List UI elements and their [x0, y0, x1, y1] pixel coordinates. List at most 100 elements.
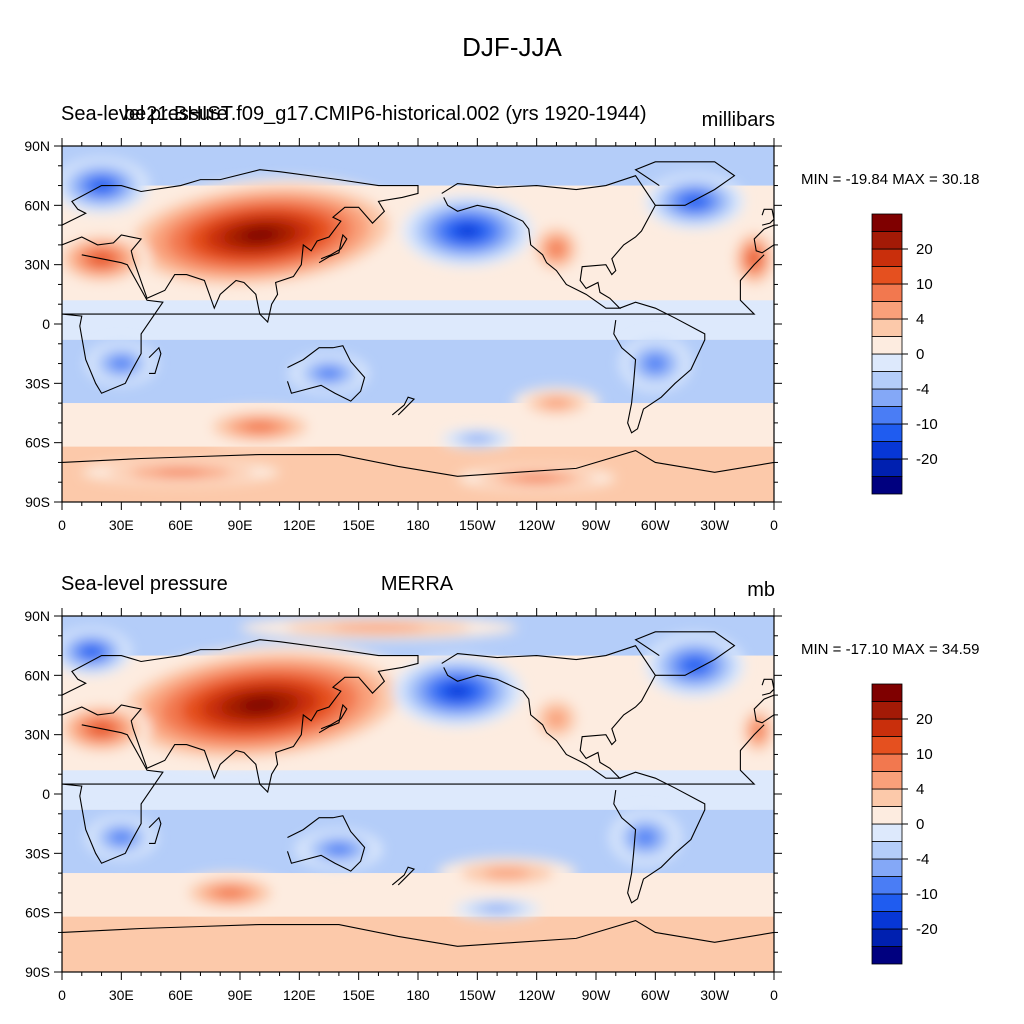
colorbar-box [871, 353, 903, 372]
lon-tick-label: 120E [283, 517, 316, 533]
pressure-anomaly [332, 623, 425, 632]
lat-tick-label: 0 [42, 316, 50, 332]
colorbar-box [871, 248, 903, 267]
lon-tick-label: 120W [518, 987, 555, 1003]
colorbar-label: 20 [916, 241, 933, 258]
colorbar-box [871, 701, 903, 720]
colorbar-label: -10 [916, 886, 938, 903]
lat-tick-label: 30S [25, 375, 50, 391]
map-band [62, 873, 774, 917]
coastline [441, 645, 656, 779]
pressure-anomaly [646, 356, 665, 371]
lat-tick-label: 90S [25, 494, 50, 510]
map-band [62, 403, 774, 447]
coastline [62, 254, 765, 394]
lat-tick-label: 0 [42, 786, 50, 802]
colorbar-label: -10 [916, 416, 938, 433]
panel-units: millibars [701, 109, 775, 131]
pressure-anomaly [465, 435, 490, 443]
colorbar-label: 20 [916, 711, 933, 728]
map-field [62, 616, 774, 972]
lon-tick-label: 120E [283, 987, 316, 1003]
pressure-anomaly [541, 397, 571, 409]
coastline [634, 631, 736, 676]
colorbar-box [871, 371, 903, 390]
lon-tick-label: 60W [641, 987, 671, 1003]
map-band [62, 770, 774, 810]
coastline [613, 771, 706, 904]
panel-merra: Sea-level pressure MERRA mb MIN = -17.10… [0, 470, 1024, 1024]
lon-tick-label: 90E [228, 517, 253, 533]
lon-tick-label: 0 [58, 517, 66, 533]
panel-left-title: Sea-level pressure [61, 103, 228, 125]
map-plot-merra: 90N 60N 30N 0 30S 60S 90S 0 30E 60E 90E 120E 150E 180… [24, 608, 938, 1003]
panel-left-title: Sea-level pressure [61, 573, 228, 595]
map-band [62, 300, 774, 340]
coastline [634, 161, 736, 206]
lon-tick-label: 30E [109, 987, 134, 1003]
pressure-anomaly [112, 358, 131, 369]
min-max-label: MIN = -17.10 MAX = 34.59 [801, 641, 980, 658]
colorbar-box [871, 753, 903, 772]
lon-tick-label: 0 [770, 517, 778, 533]
lon-tick-label: 60E [168, 517, 193, 533]
pressure-anomaly [636, 830, 655, 845]
colorbar-label: 10 [916, 746, 933, 763]
panel-units: mb [747, 579, 775, 601]
map-plot-model: 90N 60N 30N 0 30S 60S 90S 0 30E 60E 90E 120E 150E 180… [24, 138, 938, 533]
lon-tick-label: 30W [700, 517, 730, 533]
lat-tick-label: 60N [24, 667, 50, 683]
lon-tick-label: 150W [459, 987, 496, 1003]
figure-title: DJF-JJA [462, 32, 562, 62]
panel-model: Sea-level pressure be21.BHIST.f09_g17.CM… [0, 0, 1024, 533]
pressure-anomaly [516, 475, 557, 482]
pressure-anomaly [749, 252, 759, 266]
lon-tick-label: 150W [459, 517, 496, 533]
colorbar-box [871, 683, 903, 702]
lat-tick-label: 30N [24, 727, 50, 743]
colorbar-box [871, 388, 903, 407]
lat-tick-label: 60S [25, 435, 50, 451]
lon-tick-label: 150E [342, 517, 375, 533]
colorbar-box [871, 318, 903, 337]
lon-tick-label: 30W [700, 987, 730, 1003]
colorbar-label: 0 [916, 816, 924, 833]
coastline [391, 866, 416, 886]
pressure-anomaly [240, 697, 280, 713]
coastline [391, 396, 416, 416]
pressure-anomaly [483, 867, 531, 879]
pressure-anomaly [549, 241, 564, 256]
colorbar-box [871, 841, 903, 860]
map-band [62, 916, 774, 972]
map-band [62, 146, 774, 186]
lat-tick-label: 90N [24, 608, 50, 624]
colorbar-label: -4 [916, 381, 929, 398]
lon-tick-label: 30E [109, 517, 134, 533]
pressure-anomaly [319, 368, 339, 379]
lon-tick-label: 90E [228, 987, 253, 1003]
colorbar-box [871, 736, 903, 755]
colorbar-box [871, 788, 903, 807]
lat-tick-label: 60S [25, 905, 50, 921]
coastline [62, 449, 774, 477]
colorbar-box [871, 441, 903, 460]
coastline [613, 301, 706, 434]
lon-tick-label: 90W [582, 517, 612, 533]
coastline [62, 169, 419, 324]
colorbar-box [871, 231, 903, 250]
lon-tick-label: 150E [342, 987, 375, 1003]
colorbar-box [871, 406, 903, 425]
pressure-anomaly [456, 225, 479, 237]
pressure-anomaly [241, 227, 279, 243]
colorbar-label: 4 [916, 781, 924, 798]
coastline [761, 208, 774, 226]
coastline [753, 224, 774, 254]
pressure-anomaly [446, 685, 469, 698]
colorbar-box [871, 266, 903, 285]
pressure-anomaly [685, 195, 705, 207]
coastline [441, 175, 656, 309]
colorbar-label: -4 [916, 851, 929, 868]
map-field [62, 146, 774, 502]
pressure-anomaly [216, 887, 244, 898]
colorbar-box [871, 876, 903, 895]
